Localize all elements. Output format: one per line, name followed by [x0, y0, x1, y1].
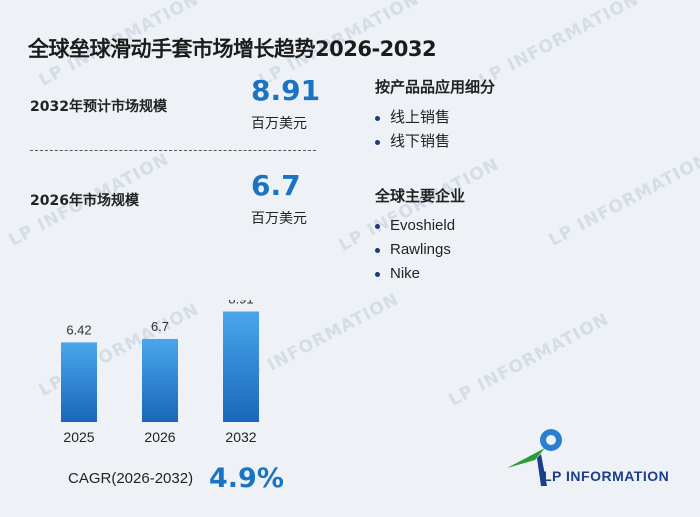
stat-2026-label: 2026年市场规模 [30, 193, 139, 209]
stat-2026-value: 6.7 [251, 169, 301, 202]
lp-information-logo-icon [507, 429, 562, 486]
stat-2032-unit: 百万美元 [251, 116, 307, 132]
list-item: 线上销售 [375, 106, 450, 130]
page-title: 全球垒球滑动手套市场增长趋势2026-2032 [28, 37, 437, 61]
divider [30, 150, 316, 151]
list-item-label: 线下销售 [390, 133, 451, 150]
bullet-icon [375, 224, 380, 229]
bullet-icon [375, 272, 380, 277]
stat-2032-label: 2032年预计市场规模 [30, 99, 167, 115]
list-item: 线下销售 [375, 130, 450, 154]
bullet-icon [375, 140, 380, 145]
x-tick-label: 2032 [225, 429, 256, 445]
bar-2026 [142, 338, 178, 422]
gelonghui-icon: G [612, 491, 628, 508]
watermark-text: LP INFORMATION [475, 0, 643, 91]
companies-list: Evoshield Rawlings Nike [375, 214, 455, 286]
list-item: Evoshield [375, 214, 455, 238]
list-item-label: Evoshield [390, 217, 456, 234]
logo-text: LP INFORMATION [543, 468, 670, 484]
product-segment-heading: 按产品品应用细分 [375, 78, 496, 96]
bar-value-label: 6.42 [66, 322, 91, 337]
stat-2026-unit: 百万美元 [251, 211, 307, 227]
bar-value-label: 6.7 [151, 319, 169, 334]
market-size-bar-chart: 6.42 2025 6.7 2026 8.91 2032 [61, 300, 259, 445]
bar-2025 [61, 342, 97, 422]
bullet-icon [375, 248, 380, 253]
list-item-label: Nike [390, 265, 421, 282]
cagr-label: CAGR(2026-2032) [68, 470, 194, 487]
watermark-text: LP INFORMATION [445, 309, 613, 411]
bar-2032 [223, 311, 259, 422]
stat-2032-value: 8.91 [251, 74, 321, 107]
x-tick-label: 2025 [63, 429, 94, 445]
cagr-value: 4.9% [209, 463, 284, 494]
list-item-label: 线上销售 [390, 109, 451, 126]
watermark-text: LP INFORMATION [545, 149, 700, 251]
companies-heading: 全球主要企业 [375, 187, 466, 205]
x-tick-label: 2026 [144, 429, 175, 445]
source-badge-label: 格隆汇 [631, 494, 671, 509]
product-segment-list: 线上销售 线下销售 [375, 106, 450, 154]
bullet-icon [375, 116, 380, 121]
list-item: Rawlings [375, 238, 455, 262]
bar-value-label: 8.91 [228, 300, 253, 307]
list-item-label: Rawlings [390, 241, 451, 258]
source-badge: G 格隆汇 [612, 490, 670, 509]
list-item: Nike [375, 262, 455, 286]
